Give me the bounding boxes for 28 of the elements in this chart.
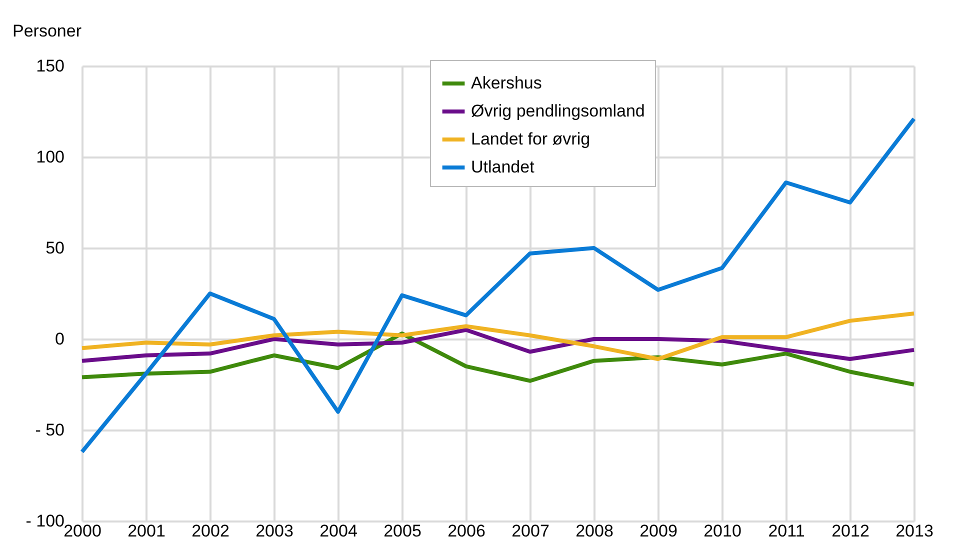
y-tick-label: - 50 — [35, 420, 64, 440]
y-tick-label: - 100 — [26, 512, 64, 530]
x-tick-label: 2003 — [256, 522, 294, 540]
legend-label: Øvrig pendlingsomland — [471, 102, 645, 120]
line-series — [80, 332, 916, 386]
y-tick-label: 0 — [55, 330, 64, 348]
x-tick-label: 2013 — [896, 522, 934, 540]
x-tick-label: 2008 — [576, 522, 614, 540]
y-tick-label: 150 — [36, 56, 64, 76]
x-tick-label: 2000 — [64, 522, 102, 540]
x-tick-label: 2011 — [768, 522, 805, 540]
x-tick-label: 2004 — [320, 522, 358, 540]
legend-label: Akershus — [471, 74, 542, 92]
x-tick-label: 2009 — [640, 522, 678, 540]
x-tick-label: 2006 — [448, 522, 486, 540]
line-series — [80, 328, 916, 363]
x-tick-label: 2005 — [384, 522, 422, 540]
x-tick-label: 2012 — [832, 522, 870, 540]
y-axis-title: Personer — [12, 22, 82, 40]
legend-label: Landet for øvrig — [471, 130, 590, 148]
x-tick-label: 2007 — [512, 522, 550, 540]
y-tick-label: 50 — [46, 238, 64, 258]
y-tick-label: 100 — [36, 148, 64, 166]
legend-label: Utlandet — [471, 158, 535, 176]
line-series — [80, 312, 916, 362]
x-tick-label: 2001 — [128, 522, 166, 540]
x-tick-label: 2010 — [704, 522, 742, 540]
x-tick-label: 2002 — [192, 522, 230, 540]
